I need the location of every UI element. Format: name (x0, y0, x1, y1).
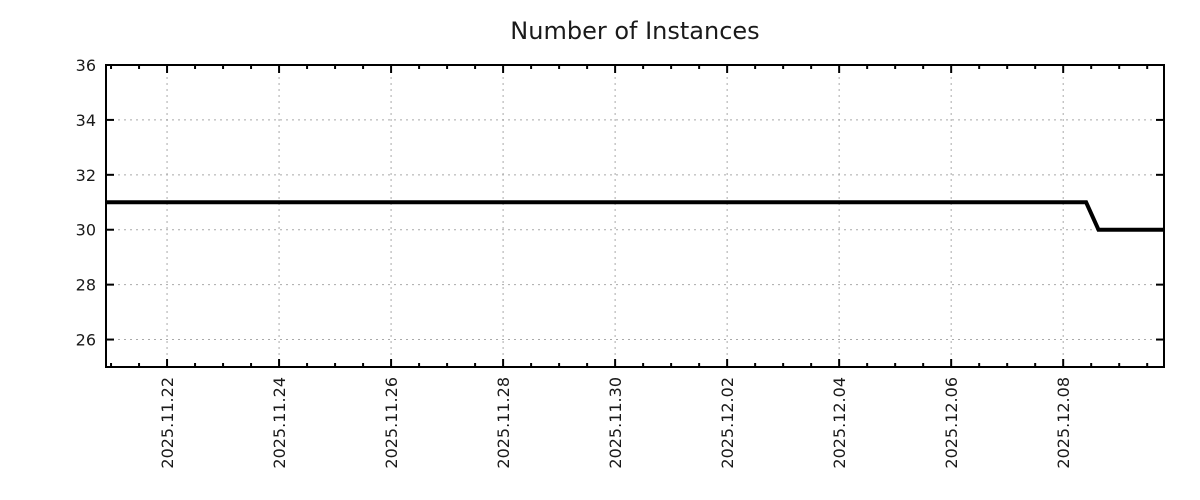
series-lines (106, 200, 1164, 232)
y-tick-label: 34 (76, 111, 96, 130)
x-tick-label: 2025.12.06 (942, 377, 961, 469)
x-tick-label: 2025.12.04 (830, 377, 849, 469)
y-tick-label: 36 (76, 56, 96, 75)
x-tick-label: 2025.12.08 (1054, 377, 1073, 469)
x-tick-label: 2025.11.28 (494, 377, 513, 469)
chart-title: Number of Instances (510, 17, 759, 45)
x-tick-label: 2025.11.24 (270, 377, 289, 469)
series-line-instances (106, 200, 1164, 232)
y-tick-label: 26 (76, 331, 96, 350)
x-tick-label: 2025.11.26 (382, 377, 401, 469)
x-tick-label: 2025.11.22 (158, 377, 177, 469)
x-tick-label: 2025.12.02 (718, 377, 737, 469)
x-tick-label: 2025.11.30 (606, 377, 625, 469)
y-tick-label: 30 (76, 221, 96, 240)
x-tick-labels: 2025.11.22 2025.11.24 2025.11.26 2025.11.28… (158, 377, 1073, 469)
plot-border (105, 64, 1165, 368)
y-tick-labels: 26 28 30 32 34 36 (76, 56, 96, 350)
axis-ticks (106, 64, 1164, 367)
gridlines (106, 65, 1164, 367)
y-tick-label: 32 (76, 166, 96, 185)
y-tick-label: 28 (76, 276, 96, 295)
